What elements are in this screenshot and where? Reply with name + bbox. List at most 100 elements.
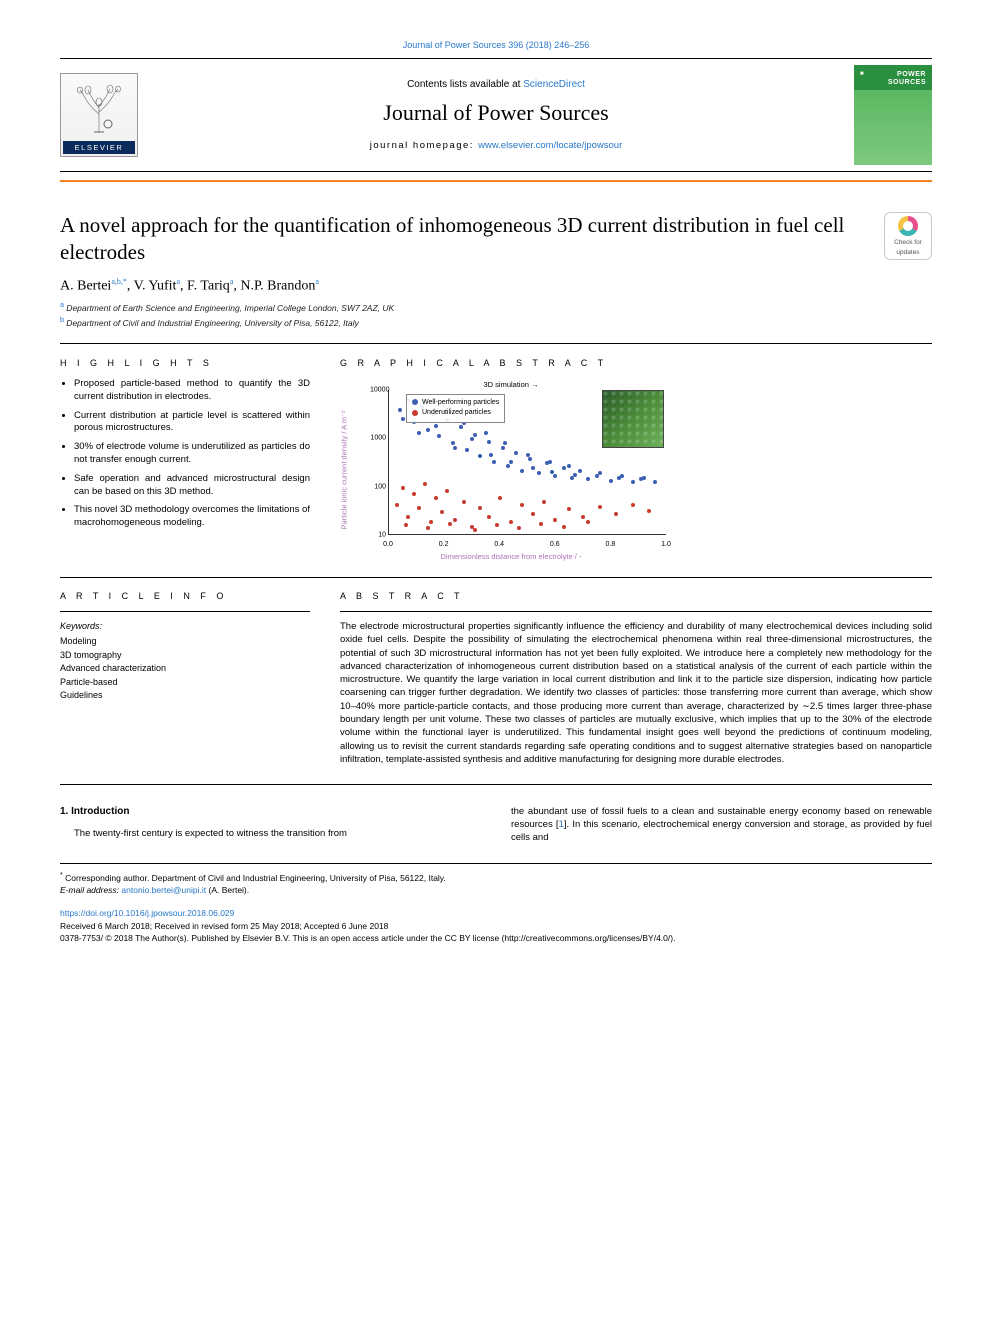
highlights-heading: H I G H L I G H T S: [60, 358, 310, 368]
email-link[interactable]: antonio.bertei@unipi.it: [121, 885, 206, 895]
scatter-point: [595, 474, 599, 478]
highlights-list: Proposed particle-based method to quanti…: [60, 378, 310, 530]
scatter-point: [473, 433, 477, 437]
badge-line1: Check for: [894, 239, 922, 246]
homepage-pre: journal homepage:: [370, 140, 478, 151]
scatter-point: [489, 453, 493, 457]
scatter-point: [509, 520, 513, 524]
highlight-item: This novel 3D methodology overcomes the …: [74, 504, 310, 530]
scatter-point: [487, 440, 491, 444]
rule: [340, 611, 932, 612]
graphical-abstract-heading: G R A P H I C A L A B S T R A C T: [340, 358, 932, 368]
cover-pub-icon: ■: [860, 71, 864, 77]
scatter-point: [647, 509, 651, 513]
scatter-point: [531, 466, 535, 470]
scatter-point: [412, 492, 416, 496]
scatter-point: [578, 469, 582, 473]
scatter-point: [498, 496, 502, 500]
scatter-point: [501, 446, 505, 450]
scatter-point: [573, 473, 577, 477]
scatter-point: [401, 486, 405, 490]
scatter-point: [406, 515, 410, 519]
scatter-point: [614, 512, 618, 516]
highlight-item: 30% of electrode volume is underutilized…: [74, 441, 310, 467]
keyword: 3D tomography: [60, 649, 310, 663]
email-line: E-mail address: antonio.bertei@unipi.it …: [60, 884, 932, 897]
journal-header: ELSEVIER Contents lists available at Sci…: [60, 58, 932, 172]
article-info-heading: A R T I C L E I N F O: [60, 591, 310, 601]
scatter-point: [495, 523, 499, 527]
scatter-point: [542, 500, 546, 504]
scatter-point: [520, 469, 524, 473]
keyword: Modeling: [60, 635, 310, 649]
chart-legend: Well-performing particlesUnderutilized p…: [406, 394, 505, 423]
ytick: 10000: [370, 386, 386, 393]
scatter-point: [434, 424, 438, 428]
keyword: Particle-based: [60, 676, 310, 690]
contents-pre: Contents lists available at: [407, 79, 523, 90]
graphical-abstract-chart: 3D simulation → Particle ionic current d…: [346, 378, 676, 563]
scatter-point: [517, 526, 521, 530]
badge-line2: updates: [896, 249, 919, 256]
scatter-point: [509, 460, 513, 464]
check-updates-badge[interactable]: Check for updates: [884, 212, 932, 260]
elsevier-logo: ELSEVIER: [60, 73, 138, 157]
scatter-point: [465, 448, 469, 452]
homepage-link[interactable]: www.elsevier.com/locate/jpowsour: [478, 140, 622, 151]
copyright-line: 0378-7753/ © 2018 The Author(s). Publish…: [60, 932, 932, 945]
scatter-point: [426, 428, 430, 432]
keywords-block: Keywords: Modeling3D tomographyAdvanced …: [60, 620, 310, 703]
scatter-point: [478, 506, 482, 510]
xtick: 0.0: [383, 541, 393, 548]
scatter-point: [434, 496, 438, 500]
scatter-point: [550, 470, 554, 474]
scatter-point: [473, 528, 477, 532]
xtick: 0.8: [606, 541, 616, 548]
scatter-point: [562, 525, 566, 529]
highlight-item: Safe operation and advanced microstructu…: [74, 473, 310, 499]
scatter-point: [526, 453, 530, 457]
chart-top-label: 3D simulation →: [483, 380, 538, 389]
ytick: 10: [370, 531, 386, 538]
scatter-point: [417, 431, 421, 435]
rule: [60, 611, 310, 612]
sciencedirect-link[interactable]: ScienceDirect: [523, 79, 585, 90]
rule: [60, 784, 932, 785]
scatter-point: [598, 505, 602, 509]
scatter-point: [503, 441, 507, 445]
abstract-heading: A B S T R A C T: [340, 591, 932, 601]
scatter-point: [539, 522, 543, 526]
scatter-point: [617, 476, 621, 480]
intro-heading: 1. Introduction: [60, 805, 481, 819]
highlight-item: Current distribution at particle level i…: [74, 410, 310, 436]
keywords-list: Modeling3D tomographyAdvanced characteri…: [60, 635, 310, 703]
scatter-point: [470, 437, 474, 441]
highlight-item: Proposed particle-based method to quanti…: [74, 378, 310, 404]
ytick: 100: [370, 483, 386, 490]
rule: [60, 577, 932, 578]
footnotes: * Corresponding author. Department of Ci…: [60, 863, 932, 946]
header-center: Contents lists available at ScienceDirec…: [138, 79, 854, 151]
orange-rule: [60, 180, 932, 182]
xtick: 0.4: [494, 541, 504, 548]
scatter-point: [401, 417, 405, 421]
cover-title: POWERSOURCES: [888, 71, 926, 86]
scatter-point: [531, 512, 535, 516]
scatter-point: [553, 474, 557, 478]
scatter-point: [445, 489, 449, 493]
scatter-point: [484, 431, 488, 435]
author-list: A. Berteia,b,*, V. Yufita, F. Tariqa, N.…: [60, 277, 932, 295]
scatter-point: [453, 446, 457, 450]
scatter-point: [395, 503, 399, 507]
scatter-point: [440, 510, 444, 514]
scatter-point: [586, 477, 590, 481]
keywords-head: Keywords:: [60, 620, 310, 634]
doi-link[interactable]: https://doi.org/10.1016/j.jpowsour.2018.…: [60, 907, 932, 920]
simulation-inset-icon: [602, 390, 664, 448]
article-title: A novel approach for the quantification …: [60, 212, 864, 267]
contents-line: Contents lists available at ScienceDirec…: [158, 79, 834, 90]
scatter-point: [581, 515, 585, 519]
affiliations: a Department of Earth Science and Engine…: [60, 300, 932, 329]
journal-citation-link[interactable]: Journal of Power Sources 396 (2018) 246–…: [60, 40, 932, 50]
scatter-point: [426, 526, 430, 530]
